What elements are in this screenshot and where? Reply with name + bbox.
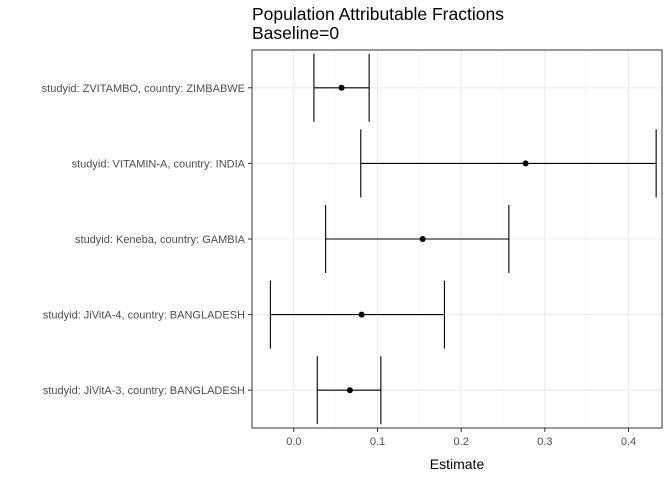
error-bar xyxy=(313,53,370,122)
x-tick-label: 0.4 xyxy=(621,436,636,448)
error-bar xyxy=(316,356,382,425)
x-tick-label: 0.1 xyxy=(370,436,385,448)
y-tick-label: studyid: ZVITAMBO, country: ZIMBABWE xyxy=(42,83,245,95)
y-tick-label: studyid: JiVitA-4, country: BANGLADESH xyxy=(43,310,245,322)
estimate-point xyxy=(358,311,365,318)
y-tick-label: studyid: Keneba, country: GAMBIA xyxy=(75,234,246,246)
error-bar xyxy=(269,280,445,349)
chart-subtitle: Baseline=0 xyxy=(252,23,339,43)
x-tick-label: 0.3 xyxy=(537,436,552,448)
error-bar xyxy=(360,129,657,198)
error-bar xyxy=(325,204,510,274)
x-tick-label: 0.2 xyxy=(454,436,469,448)
estimate-point xyxy=(522,160,529,167)
y-axis: studyid: ZVITAMBO, country: ZIMBABWE stud… xyxy=(42,83,252,397)
y-tick-label: studyid: VITAMIN-A, country: INDIA xyxy=(72,158,246,170)
estimate-point xyxy=(419,236,426,242)
estimate-point xyxy=(338,84,345,91)
x-axis-title: Estimate xyxy=(430,456,485,472)
x-tick-label: 0.0 xyxy=(286,436,301,448)
estimate-point xyxy=(346,387,353,394)
error-bars xyxy=(269,53,657,425)
chart-title: Population Attributable Fractions xyxy=(252,4,504,24)
x-axis: 0.0 0.1 0.2 0.3 0.4 xyxy=(286,428,636,448)
y-tick-label: studyid: JiVitA-3, country: BANGLADESH xyxy=(43,385,245,397)
